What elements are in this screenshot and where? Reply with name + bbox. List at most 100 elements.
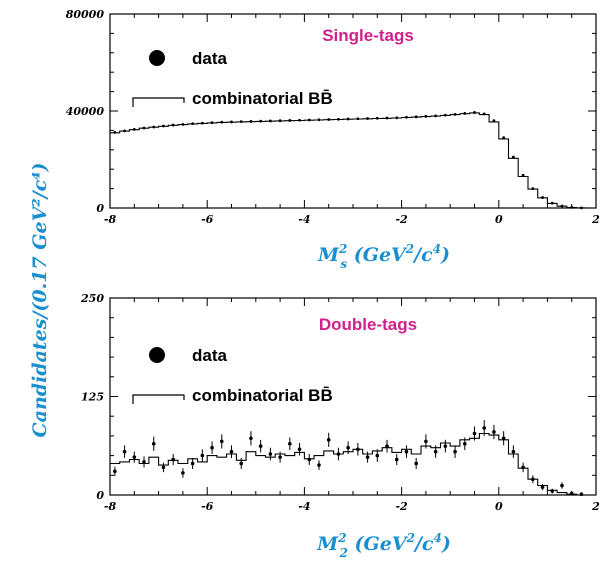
data-point <box>249 436 253 441</box>
data-point <box>200 121 204 125</box>
data-point <box>181 471 185 475</box>
data-point <box>132 455 137 459</box>
data-point <box>462 441 467 446</box>
data-point <box>540 485 545 489</box>
data-point <box>288 441 292 446</box>
data-point <box>424 439 428 444</box>
data-point <box>142 126 146 130</box>
data-point <box>191 122 195 126</box>
x-tick-label: -6 <box>201 213 214 226</box>
data-point <box>511 155 515 159</box>
data-point <box>482 112 486 116</box>
x-tick-label: -6 <box>201 500 214 513</box>
data-point <box>132 128 136 131</box>
data-point <box>297 447 302 452</box>
x-tick-label: -4 <box>298 500 310 513</box>
y-tick-label: 250 <box>80 292 104 305</box>
data-point <box>443 444 448 448</box>
data-point <box>531 477 535 482</box>
legend-data-label: data <box>192 49 228 68</box>
data-point <box>181 122 185 126</box>
y-tick-label: 125 <box>81 391 104 404</box>
data-point <box>239 120 243 124</box>
data-point <box>123 129 126 133</box>
data-point <box>366 117 369 120</box>
data-point <box>307 457 312 462</box>
data-point <box>502 136 506 140</box>
x-tick-label: 2 <box>591 500 600 513</box>
data-point <box>161 465 166 470</box>
data-point <box>210 121 214 125</box>
data-point <box>249 120 253 123</box>
data-point <box>171 457 175 462</box>
data-point <box>385 116 389 120</box>
single-tags-title: Single-tags <box>322 26 414 45</box>
data-point <box>453 449 457 454</box>
data-point <box>190 461 195 466</box>
data-point <box>326 438 331 442</box>
double-tags-panel: -8 -6 -4 -2 0 2 0 125 250 Double-tags data combi… <box>80 292 600 560</box>
single-tags-panel: -8 -6 -4 -2 0 2 0 40000 80000 Single-tags data c… <box>66 8 600 271</box>
data-point <box>219 439 224 444</box>
data-point <box>113 130 117 134</box>
data-point <box>521 173 525 177</box>
data-point <box>278 455 282 459</box>
data-point <box>113 469 117 474</box>
data-point <box>230 120 233 124</box>
data-point <box>317 118 321 122</box>
x-tick-label: 2 <box>591 213 600 226</box>
data-point <box>395 116 399 120</box>
data-point <box>298 118 301 122</box>
y-tick-label: 80000 <box>66 8 105 21</box>
y-tick-label: 0 <box>96 202 104 215</box>
double-tags-title: Double-tags <box>319 315 417 334</box>
data-point <box>414 115 418 119</box>
data-point <box>531 187 535 191</box>
x-tick-label: -4 <box>298 213 310 226</box>
data-point <box>453 112 457 116</box>
data-point <box>492 119 496 123</box>
data-point <box>405 115 408 119</box>
data-point <box>394 457 399 462</box>
data-point <box>385 444 389 448</box>
data-point <box>229 449 234 454</box>
data-point <box>511 449 516 454</box>
data-point <box>220 120 224 124</box>
data-point <box>473 111 476 114</box>
data-point <box>443 113 447 117</box>
data-point <box>492 430 496 434</box>
data-point <box>550 489 555 493</box>
data-point <box>346 117 350 121</box>
legend-combinatorial-label: combinatorial BB̄ <box>192 89 333 108</box>
data-point <box>122 449 127 454</box>
data-point <box>414 461 418 466</box>
legend-combinatorial-marker <box>132 97 185 107</box>
data-point <box>375 453 380 458</box>
data-point <box>404 449 409 454</box>
data-point <box>259 119 263 123</box>
data-point <box>550 201 554 205</box>
x-tick-label: -8 <box>104 500 117 513</box>
y-tick-label: 0 <box>96 489 104 502</box>
data-point <box>171 123 175 127</box>
data-point <box>521 465 525 470</box>
data-point <box>268 452 273 456</box>
x-tick-label: -2 <box>395 500 408 513</box>
data-point <box>541 196 544 199</box>
data-point <box>560 483 564 488</box>
data-point <box>580 206 583 210</box>
data-point <box>472 431 477 436</box>
data-point <box>434 114 438 118</box>
data-point <box>142 460 146 464</box>
data-point <box>570 205 574 209</box>
data-point <box>210 445 214 450</box>
data-point <box>482 426 487 430</box>
data-point <box>375 116 379 120</box>
data-point <box>258 444 263 448</box>
data-point <box>268 119 272 123</box>
data-point <box>365 455 370 459</box>
data-point <box>501 436 506 441</box>
data-point <box>569 491 574 496</box>
data-point <box>356 117 360 121</box>
